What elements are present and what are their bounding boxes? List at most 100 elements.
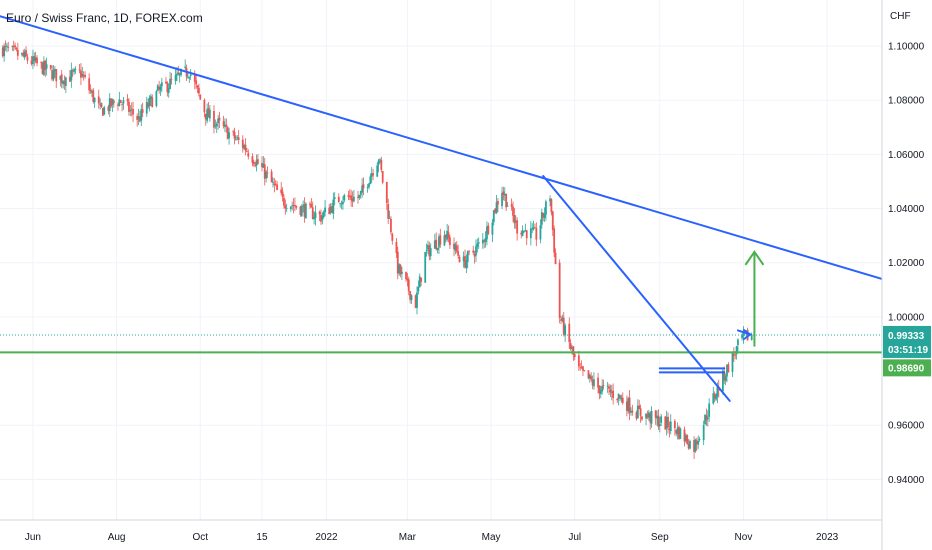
candle-body [92,90,95,102]
candle-body [111,99,114,105]
candle-body [362,184,365,189]
time-tick-label: Aug [108,532,126,543]
price-tick-label: 1.00000 [888,312,925,323]
candle-body [427,244,429,250]
candle-body [583,370,586,371]
candle-body [7,47,10,48]
candle-body [501,193,503,207]
candle-body [3,45,6,57]
candle-body [343,195,346,201]
candle-body [110,98,113,107]
candle-body [215,123,218,127]
trendline[interactable] [0,15,883,280]
candle-body [222,121,225,126]
candle-body [188,77,191,79]
candle-body [455,245,458,252]
candle-body [525,230,528,239]
candle-body [101,108,104,116]
candle-body [100,102,103,107]
last-price-value: 0.99333 [888,331,925,342]
candle-body [141,109,144,113]
candle-body [281,191,284,197]
candle-body [407,279,410,292]
candle-body [40,62,43,63]
candle-body [553,228,556,253]
candle-body [425,250,428,251]
candle-body [635,412,638,419]
candle-body [621,397,624,403]
candle-body [252,161,255,165]
candle-body [540,212,543,225]
candle-body [599,390,602,395]
candle-body [155,91,158,106]
candle-body [340,203,343,205]
candle-body [52,70,55,80]
candle-body [721,370,724,392]
candle-body [228,132,230,139]
candle-body [294,204,296,207]
candle-body [254,165,257,167]
candle-body [462,256,465,262]
candle-body [486,226,488,240]
candle-body [26,56,29,61]
support-level-value: 0.98690 [888,363,925,374]
candle-body [225,124,228,127]
candle-body [481,239,484,244]
candle-body [329,206,332,214]
candle-body [377,160,380,165]
candle-body [610,391,613,393]
trendline[interactable] [542,175,731,402]
candle-body [165,81,167,84]
candle-body [236,137,239,139]
candle-body [668,428,671,431]
candle-body [148,97,151,107]
candle-body [81,73,84,77]
candle-body [466,251,469,262]
last-price-badge [883,325,931,358]
candle-body [665,417,668,429]
candle-body [683,429,686,442]
candle-body [439,235,442,245]
candle-body [416,292,418,308]
candle-body [241,139,244,148]
candle-body [159,86,162,91]
candle-body [750,334,753,341]
candle-body [702,425,705,441]
candle-body [347,195,350,198]
candle-body [647,412,650,418]
candle-body [631,410,634,413]
candle-body [272,182,274,183]
candle-body [84,74,86,78]
candle-body [502,191,505,195]
candle-body [572,346,575,355]
candle-body [483,240,486,242]
time-tick-label: May [482,532,501,543]
candle-body [233,131,236,139]
candle-body [428,245,431,257]
candle-body [443,235,446,246]
time-tick-label: Jun [25,532,41,543]
candle-body [564,325,567,336]
candle-body [337,196,340,203]
candle-body [593,379,595,387]
candle-body [406,278,409,281]
candle-body [34,57,37,62]
trendline-arrowhead [742,328,752,341]
candle-body [255,160,258,166]
candle-body [342,201,344,205]
candle-body [213,110,215,128]
candle-body [577,355,580,367]
candle-body [140,109,143,121]
candle-body [226,127,229,140]
candle-body [369,176,372,185]
candle-body [554,252,557,265]
candle-body [357,196,359,198]
candle-body [689,440,691,449]
candle-body [395,241,398,254]
candle-body [49,65,52,69]
candle-body [521,230,524,236]
time-tick-label: 2023 [816,532,839,543]
candle-body [197,87,200,94]
candle-body [99,104,102,106]
